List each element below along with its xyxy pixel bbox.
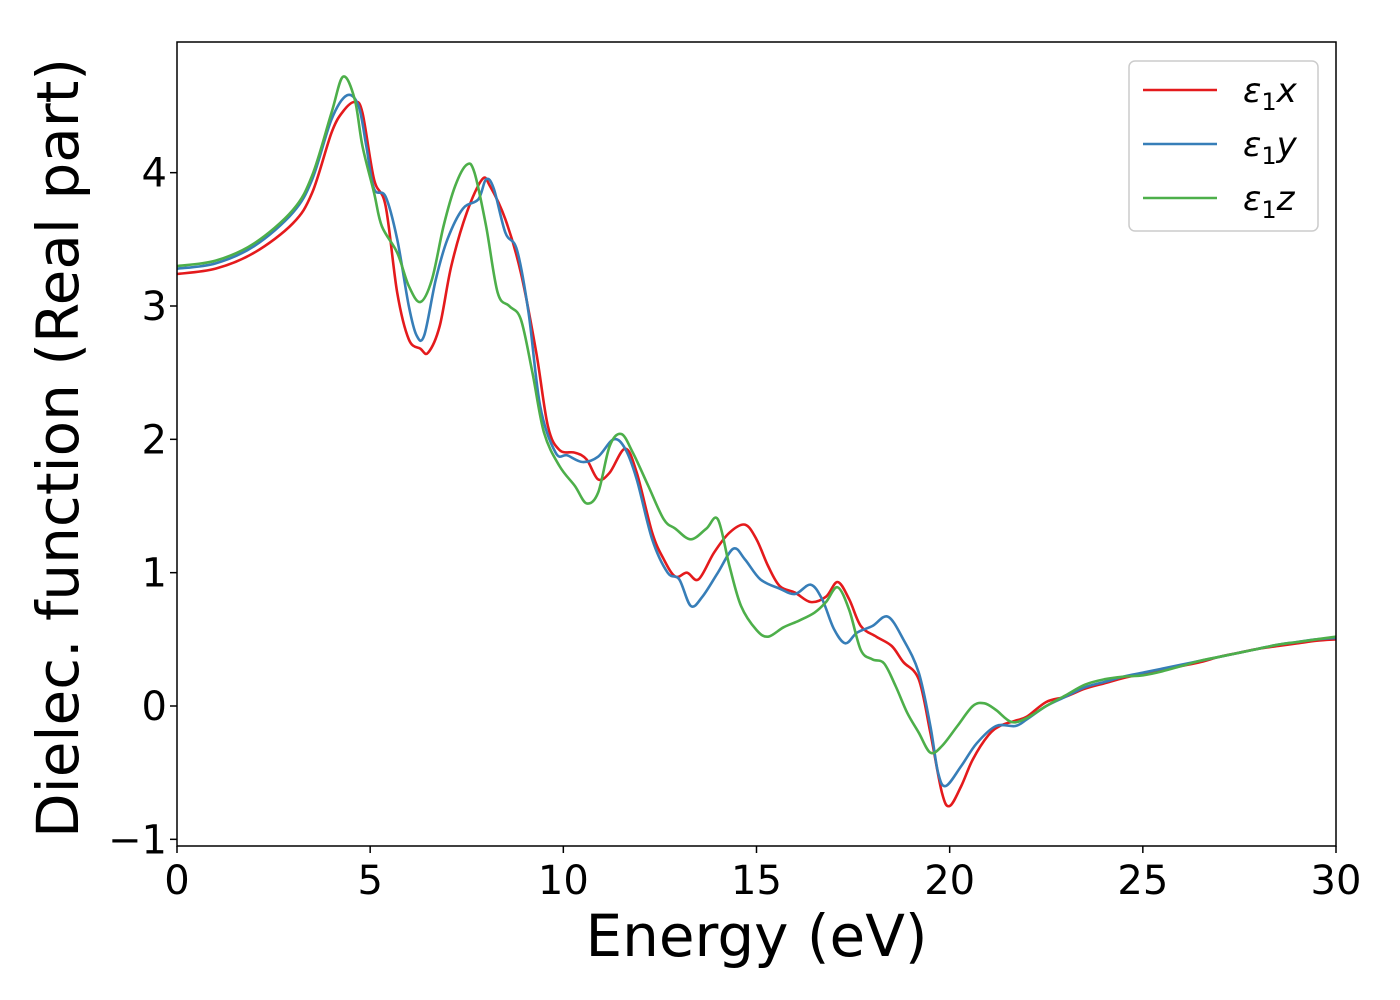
y-axis-label: Dielec. function (Real part) bbox=[24, 58, 92, 838]
y-tick-label: 1 bbox=[142, 551, 167, 597]
series-line-1 bbox=[177, 100, 1336, 808]
y-axis: −1 0 1 2 3 4 bbox=[108, 151, 177, 863]
legend-symbol: ε bbox=[1243, 71, 1261, 111]
legend-symbol: ε bbox=[1243, 179, 1261, 219]
series-layer bbox=[177, 75, 1336, 808]
x-tick-label: 5 bbox=[357, 858, 382, 904]
x-tick-label: 0 bbox=[164, 858, 189, 904]
y-tick-label: 0 bbox=[142, 684, 167, 730]
y-tick-label: −1 bbox=[108, 817, 167, 863]
x-tick-label: 25 bbox=[1117, 858, 1168, 904]
x-tick-label: 30 bbox=[1311, 858, 1362, 904]
legend-label-1: ε1x bbox=[1243, 71, 1298, 116]
legend-component: z bbox=[1276, 179, 1296, 219]
legend-subscript: 1 bbox=[1261, 88, 1276, 116]
series-line-2 bbox=[177, 93, 1336, 788]
x-tick-label: 10 bbox=[538, 858, 589, 904]
legend-subscript: 1 bbox=[1261, 196, 1276, 224]
y-tick-label: 4 bbox=[142, 151, 167, 197]
legend-box bbox=[1128, 60, 1319, 232]
legend-symbol: ε bbox=[1243, 125, 1261, 165]
legend-label-2: ε1y bbox=[1243, 125, 1298, 170]
legend-label-3: ε1z bbox=[1243, 179, 1296, 224]
legend-component: x bbox=[1276, 71, 1298, 111]
x-tick-label: 20 bbox=[924, 858, 975, 904]
y-tick-label: 2 bbox=[142, 417, 167, 463]
x-axis-label: Energy (eV) bbox=[585, 902, 927, 970]
legend-subscript: 1 bbox=[1261, 142, 1276, 170]
x-axis: 0 5 10 15 20 25 30 bbox=[164, 846, 1361, 904]
legend-component: y bbox=[1276, 125, 1298, 165]
series-line-3 bbox=[177, 75, 1336, 755]
y-tick-label: 3 bbox=[142, 284, 167, 330]
x-tick-label: 15 bbox=[731, 858, 782, 904]
